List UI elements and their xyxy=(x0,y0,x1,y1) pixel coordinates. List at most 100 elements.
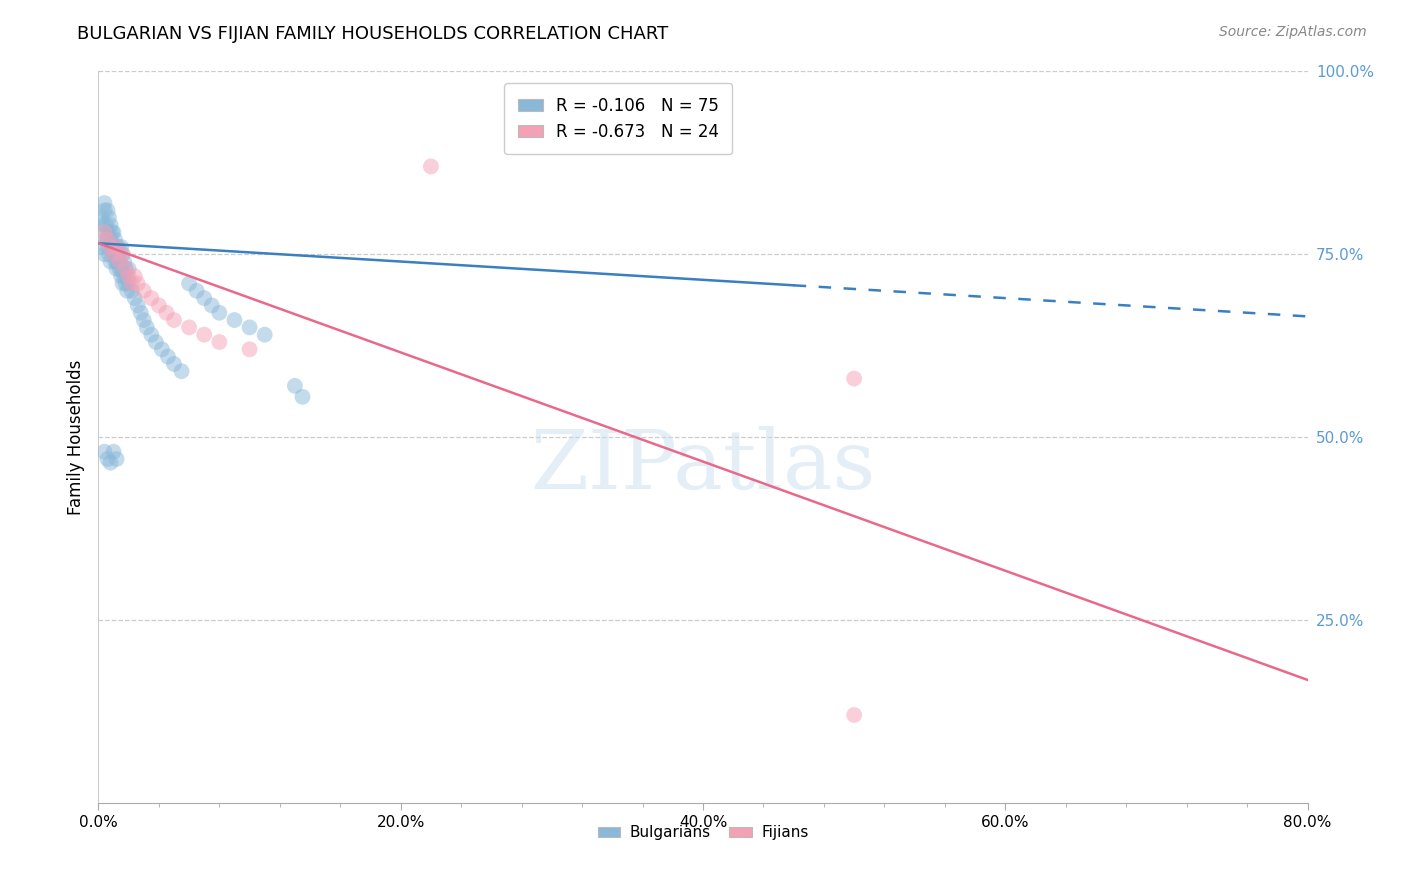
Y-axis label: Family Households: Family Households xyxy=(66,359,84,515)
Point xyxy=(129,306,152,320)
Point xyxy=(96,240,118,254)
Point xyxy=(100,240,122,254)
Point xyxy=(132,313,155,327)
Point xyxy=(101,225,124,239)
Point xyxy=(98,247,121,261)
Point xyxy=(104,247,127,261)
Point xyxy=(103,225,125,239)
Point xyxy=(193,291,215,305)
Point xyxy=(108,254,131,268)
Point xyxy=(110,261,132,276)
Point xyxy=(118,269,141,284)
Point xyxy=(104,254,127,268)
Point xyxy=(103,247,125,261)
Point xyxy=(156,350,179,364)
Point xyxy=(90,211,112,225)
Point xyxy=(107,254,129,268)
Point xyxy=(208,306,231,320)
Point xyxy=(96,233,118,247)
Text: Source: ZipAtlas.com: Source: ZipAtlas.com xyxy=(1219,25,1367,39)
Point xyxy=(291,390,314,404)
Point xyxy=(100,254,122,268)
Point xyxy=(110,269,132,284)
Point xyxy=(112,254,135,268)
Point xyxy=(98,225,121,239)
Point xyxy=(91,218,114,232)
Point xyxy=(132,284,155,298)
Point xyxy=(253,327,276,342)
Text: ZIPatlas: ZIPatlas xyxy=(530,426,876,507)
Point xyxy=(114,261,136,276)
Point xyxy=(844,708,866,723)
Point xyxy=(105,261,128,276)
Point xyxy=(844,371,866,385)
Point xyxy=(163,313,186,327)
Point xyxy=(121,284,143,298)
Point xyxy=(96,203,118,218)
Point xyxy=(105,240,128,254)
Point xyxy=(111,277,134,291)
Point xyxy=(124,291,146,305)
Point xyxy=(208,334,231,349)
Point xyxy=(150,343,173,357)
Point xyxy=(93,247,115,261)
Point xyxy=(118,261,141,276)
Point xyxy=(170,364,193,378)
Point xyxy=(103,444,125,458)
Point xyxy=(224,313,246,327)
Point xyxy=(111,247,134,261)
Point xyxy=(179,320,201,334)
Point xyxy=(101,240,124,254)
Point xyxy=(103,240,125,254)
Point xyxy=(179,277,201,291)
Point xyxy=(124,269,146,284)
Point xyxy=(108,261,131,276)
Point xyxy=(103,247,125,261)
Point xyxy=(96,233,118,247)
Point xyxy=(94,218,117,232)
Point xyxy=(93,444,115,458)
Point xyxy=(105,452,128,467)
Point xyxy=(107,240,129,254)
Point xyxy=(100,233,122,247)
Point xyxy=(114,261,136,276)
Point xyxy=(201,298,224,312)
Point xyxy=(186,284,208,298)
Point xyxy=(193,327,215,342)
Text: BULGARIAN VS FIJIAN FAMILY HOUSEHOLDS CORRELATION CHART: BULGARIAN VS FIJIAN FAMILY HOUSEHOLDS CO… xyxy=(77,25,669,43)
Point xyxy=(112,269,135,284)
Point xyxy=(105,240,128,254)
Point xyxy=(148,298,170,312)
Point xyxy=(98,211,121,225)
Point xyxy=(127,298,149,312)
Point xyxy=(420,160,443,174)
Point xyxy=(114,277,136,291)
Point xyxy=(100,456,122,470)
Point xyxy=(239,343,262,357)
Point xyxy=(163,357,186,371)
Point xyxy=(111,247,134,261)
Point xyxy=(118,277,141,291)
Point xyxy=(94,225,117,239)
Point xyxy=(239,320,262,334)
Point xyxy=(93,203,115,218)
Point xyxy=(93,196,115,211)
Point xyxy=(96,452,118,467)
Point xyxy=(135,320,157,334)
Point xyxy=(110,240,132,254)
Point xyxy=(105,254,128,268)
Point xyxy=(155,306,177,320)
Point xyxy=(121,277,143,291)
Point xyxy=(100,218,122,232)
Point xyxy=(108,254,131,268)
Point xyxy=(284,379,307,393)
Point xyxy=(104,233,127,247)
Point xyxy=(127,277,149,291)
Point xyxy=(115,269,138,284)
Point xyxy=(141,291,163,305)
Point xyxy=(141,327,163,342)
Legend: Bulgarians, Fijians: Bulgarians, Fijians xyxy=(592,819,814,847)
Point xyxy=(145,334,167,349)
Point xyxy=(94,233,117,247)
Point xyxy=(115,284,138,298)
